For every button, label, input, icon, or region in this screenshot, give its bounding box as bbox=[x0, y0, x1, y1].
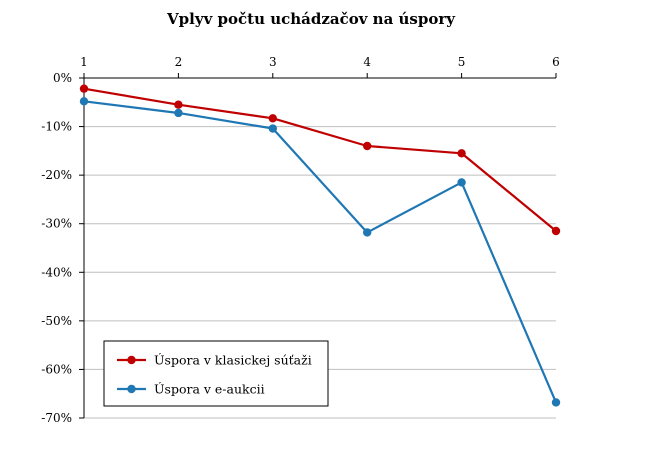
data-point-s0-1 bbox=[174, 100, 183, 109]
legend-label-0: Úspora v klasickej súťaži bbox=[154, 352, 312, 368]
series-line-1 bbox=[83, 100, 558, 403]
legend-box bbox=[103, 340, 329, 407]
data-point-s0-0 bbox=[79, 84, 89, 93]
y-tick-label-2: -20% bbox=[41, 168, 72, 182]
data-point-s1-0 bbox=[79, 97, 89, 106]
legend-marker-0 bbox=[127, 355, 136, 365]
data-point-s0-5 bbox=[551, 226, 561, 236]
x-tick-label-3: 4 bbox=[363, 55, 371, 69]
data-point-s1-2 bbox=[268, 124, 277, 133]
data-point-s1-4 bbox=[457, 178, 466, 187]
x-tick-label-5: 6 bbox=[552, 55, 560, 69]
x-tick-label-2: 3 bbox=[269, 55, 277, 69]
y-tick-label-7: -70% bbox=[41, 411, 72, 425]
data-point-s0-3 bbox=[363, 141, 372, 151]
chart-title: Vplyv počtu uchádzačov na úspory bbox=[166, 10, 456, 28]
data-point-s1-1 bbox=[174, 108, 183, 118]
axes: 1 2 3 4 5 6 0% -10% -20% -30% -40% -50% -60% -70% bbox=[41, 55, 560, 425]
y-tick-label-3: -30% bbox=[41, 217, 72, 231]
x-tick-label-1: 2 bbox=[175, 55, 183, 69]
legend-marker-1 bbox=[127, 384, 136, 394]
legend-label-1: Úspora v e-aukcii bbox=[154, 381, 265, 397]
x-tick-label-0: 1 bbox=[80, 55, 88, 69]
data-point-s1-3 bbox=[363, 228, 372, 237]
data-point-s0-2 bbox=[268, 114, 277, 123]
y-tick-label-5: -50% bbox=[41, 314, 72, 328]
series-line-0 bbox=[83, 87, 557, 232]
data-point-s0-4 bbox=[457, 149, 466, 158]
series-group bbox=[79, 84, 561, 407]
y-tick-label-1: -10% bbox=[41, 120, 72, 134]
y-tick-label-6: -60% bbox=[41, 362, 72, 376]
y-tick-label-0: 0% bbox=[53, 71, 72, 85]
y-tick-label-4: -40% bbox=[41, 265, 72, 279]
x-tick-label-4: 5 bbox=[458, 55, 466, 69]
legend: Úspora v klasickej súťaži Úspora v e-aukc… bbox=[103, 340, 329, 407]
data-point-s1-5 bbox=[551, 398, 561, 407]
